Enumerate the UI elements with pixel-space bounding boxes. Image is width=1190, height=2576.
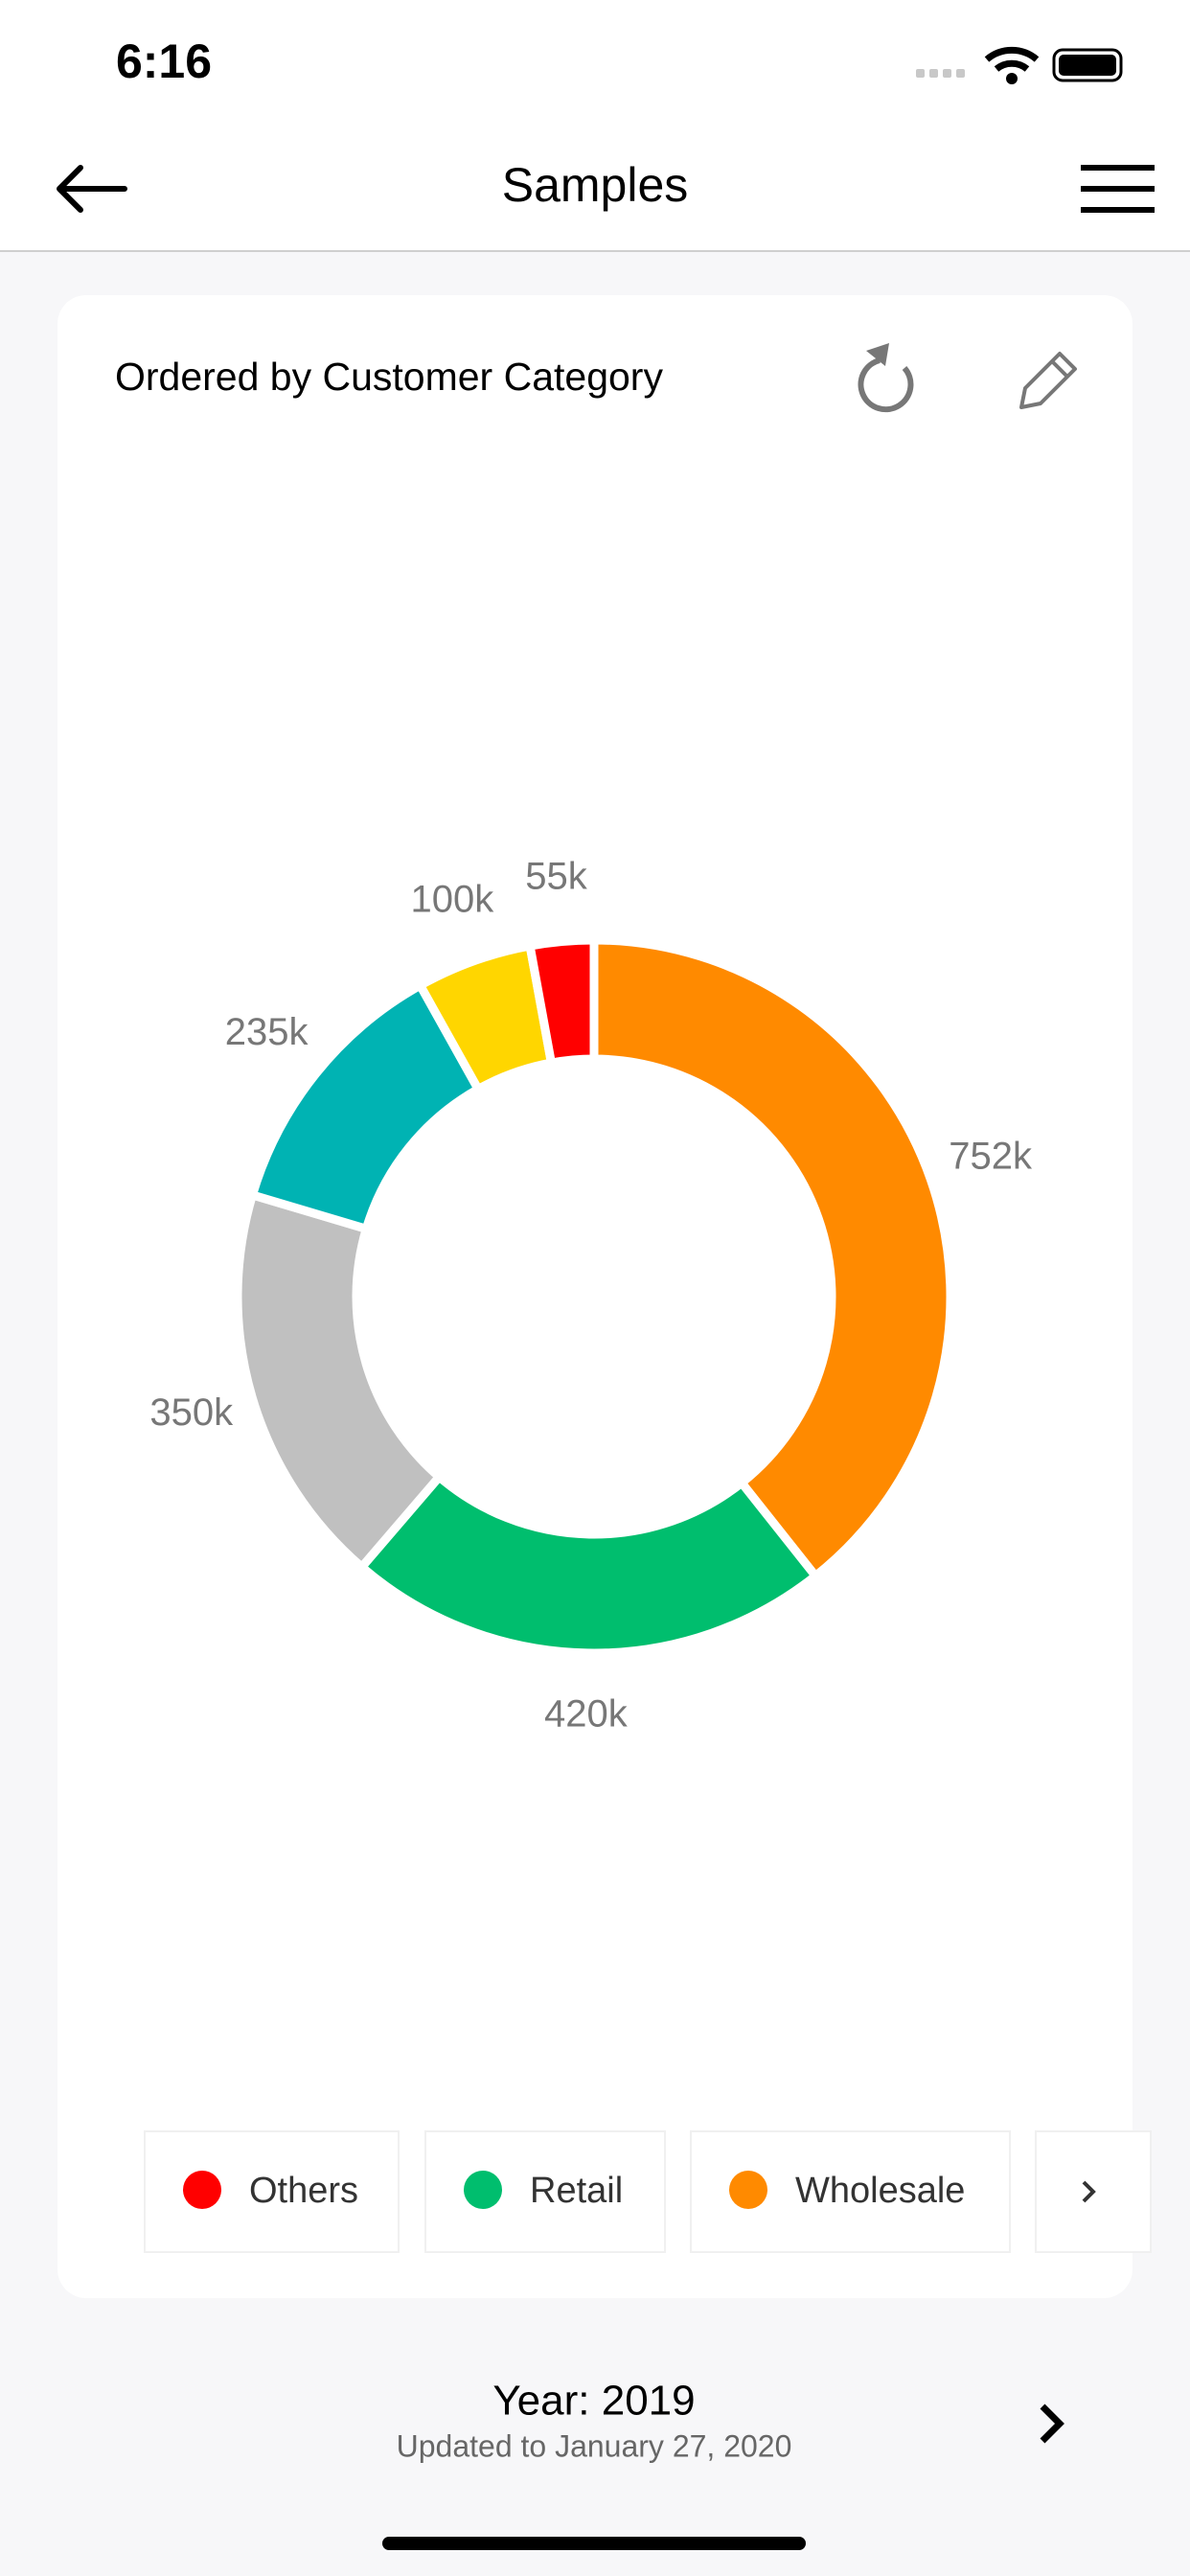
next-year[interactable] — [1040, 2404, 1064, 2444]
slice — [355, 1470, 822, 1658]
card — [57, 295, 1133, 2298]
legend-swatch — [464, 2171, 502, 2209]
legend-swatch — [183, 2171, 221, 2209]
battery-level — [1059, 55, 1116, 76]
data-label: 55k — [525, 855, 587, 897]
wifi-icon — [984, 46, 1040, 72]
donut-chart: 752k 420k 350k 235k 100k 55k — [149, 855, 1033, 1735]
home-indicator — [382, 2537, 806, 2550]
legend-label: Others — [249, 2171, 358, 2211]
slice — [233, 1189, 446, 1574]
legend-next[interactable] — [1082, 2180, 1096, 2203]
legend-label: Wholesale — [795, 2171, 965, 2211]
legend: Others Retail Wholesale — [144, 2130, 1011, 2253]
data-label: 100k — [410, 878, 494, 920]
signal — [916, 69, 965, 78]
back-button[interactable] — [57, 165, 127, 213]
edit-button[interactable] — [1019, 352, 1077, 409]
slice — [524, 935, 599, 1069]
nav-title: Samples — [502, 158, 689, 212]
wifi-dot — [1006, 73, 1018, 84]
chart-title: Ordered by Customer Category — [115, 355, 663, 399]
updated-label: Updated to January 27, 2020 — [397, 2428, 792, 2463]
refresh-button[interactable] — [858, 343, 914, 413]
data-label: 752k — [949, 1135, 1033, 1177]
status-time: 6:16 — [116, 34, 212, 88]
data-label: 350k — [149, 1392, 234, 1434]
menu-button[interactable] — [1081, 165, 1155, 213]
data-label: 235k — [225, 1011, 309, 1053]
legend-label: Retail — [530, 2171, 623, 2211]
slice — [589, 935, 955, 1582]
battery — [1052, 48, 1123, 82]
year-label: Year: 2019 — [492, 2378, 695, 2425]
header-bg — [0, 0, 1190, 251]
legend-item-partial — [1035, 2130, 1152, 2253]
legend-swatch — [729, 2171, 767, 2209]
data-label: 420k — [544, 1692, 629, 1735]
